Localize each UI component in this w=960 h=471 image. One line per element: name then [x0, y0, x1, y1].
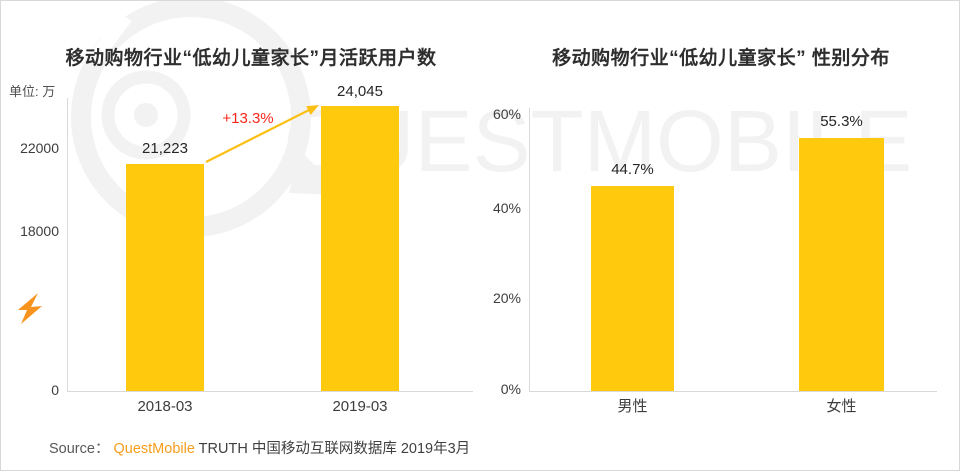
gender-value-female: 55.3%	[820, 113, 863, 130]
mau-ytick-18000: 18000	[20, 223, 59, 239]
source-brand-questmobile: QuestMobile	[113, 441, 195, 457]
lightning-bolt-icon	[18, 293, 42, 324]
source-database-text: TRUTH 中国移动互联网数据库 2019年3月	[194, 441, 471, 457]
gender-y-axis-line	[529, 108, 530, 391]
growth-label: +13.3%	[222, 110, 274, 127]
gender-xlabel-male: 男性	[617, 398, 648, 415]
gender-ytick-40: 40%	[492, 200, 521, 216]
mau-xlabel-2018-03: 2018-03	[137, 398, 193, 415]
mau-ytick-22000: 22000	[20, 140, 59, 156]
mau-bar-2019-03	[321, 106, 399, 391]
mau-ytick-0: 0	[51, 382, 59, 398]
gender-ytick-20: 20%	[492, 290, 521, 306]
mau-bar-2018-03	[126, 164, 204, 391]
gender-xlabel-female: 女性	[826, 398, 857, 415]
gender-ytick-0: 0%	[500, 381, 521, 397]
gender-chart-title: 移动购物行业“低幼儿童家长” 性别分布	[552, 48, 890, 69]
gender-value-male: 44.7%	[611, 161, 654, 178]
gender-ytick-60: 60%	[492, 106, 521, 122]
mau-value-2018-03: 21,223	[142, 140, 188, 157]
gender-bar-female	[799, 138, 884, 391]
mau-unit-label: 单位: 万	[9, 84, 56, 99]
gender-bar-male	[591, 186, 674, 391]
source-line: Source： QuestMobile TRUTH 中国移动互联网数据库 201…	[49, 437, 470, 458]
mau-value-2019-03: 24,045	[337, 83, 383, 100]
gender-x-axis-line	[529, 391, 937, 392]
source-prefix: Source：	[49, 441, 110, 457]
mau-chart-title: 移动购物行业“低幼儿童家长”月活跃用户数	[65, 48, 437, 69]
mau-y-axis-line	[67, 98, 68, 391]
mau-x-axis-line	[67, 391, 473, 392]
mau-xlabel-2019-03: 2019-03	[332, 398, 388, 415]
growth-arrow-icon	[205, 105, 319, 163]
